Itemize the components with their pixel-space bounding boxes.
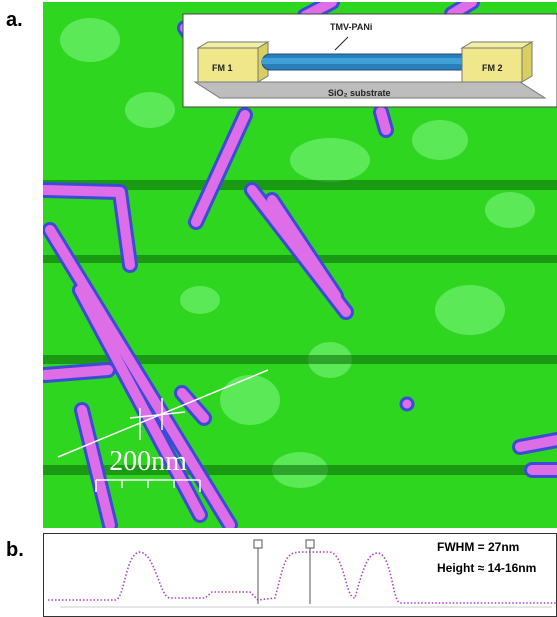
shape-ellipse <box>435 285 505 335</box>
inset: TMV-PANi FM 1 FM 2 SiO₂ substrate <box>183 14 557 107</box>
shape-polygon <box>522 42 532 82</box>
figure: a. <box>0 0 557 617</box>
shape-ellipse <box>180 286 220 314</box>
afm-image: 200nm TMV-PANi FM 1 FM 2 SiO₂ substrate <box>43 2 557 528</box>
shape-rect <box>254 540 262 548</box>
panel-label: b. <box>6 539 24 561</box>
shape-ellipse <box>412 120 468 160</box>
panel-label: a. <box>6 9 23 31</box>
shape-ellipse <box>290 138 370 182</box>
shape-ellipse <box>485 192 535 228</box>
shape-rect <box>306 540 314 548</box>
annotation: Height ≈ 14-16nm <box>437 561 536 575</box>
shape-ellipse <box>125 92 175 128</box>
shape-path <box>45 370 108 375</box>
particle <box>401 398 413 410</box>
shape-path <box>381 112 386 130</box>
shape-polygon <box>198 42 268 48</box>
scale-bar-label: 200nm <box>109 446 187 477</box>
inset-label: FM 2 <box>482 63 503 73</box>
profile-plot: FWHM = 27nm Height ≈ 14-16nm <box>44 534 557 617</box>
shape-path <box>520 440 557 447</box>
shape-polygon <box>462 42 532 48</box>
inset-label: TMV-PANi <box>330 22 372 32</box>
shape-rect <box>262 58 477 64</box>
shape-ellipse <box>60 18 120 62</box>
annotation: FWHM = 27nm <box>437 540 519 554</box>
page: a. <box>0 0 557 617</box>
inset-label: FM 1 <box>212 63 233 73</box>
shape-ellipse <box>220 375 280 425</box>
inset-label: SiO₂ substrate <box>328 88 391 98</box>
